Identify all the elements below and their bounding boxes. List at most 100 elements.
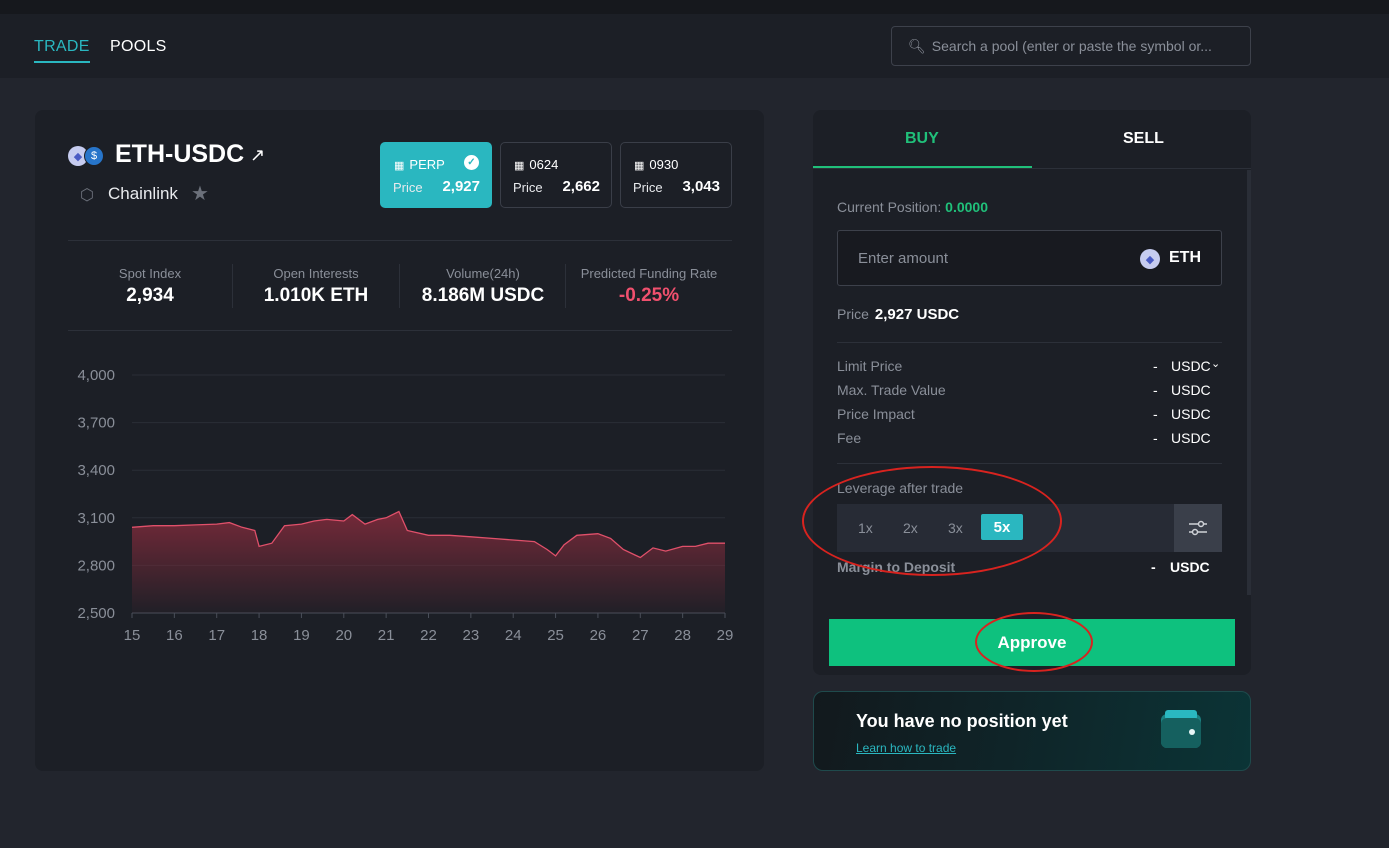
y-tick-label: 2,500 xyxy=(77,605,115,622)
eth-icon: ◆ xyxy=(68,146,88,166)
price-chart[interactable]: 2,500 2,800 3,100 3,400 3,700 4,000 15 16 17 18 19… xyxy=(35,355,745,665)
x-tick-label: 20 xyxy=(335,627,352,644)
stat-spot-index: Spot Index 2,934 xyxy=(67,266,233,307)
sliders-icon xyxy=(1189,520,1207,536)
stat-volume: Volume(24h) 8.186M USDC xyxy=(400,266,566,307)
stat-value: -0.25% xyxy=(618,285,680,306)
price-row: Price 2,927 USDC xyxy=(837,306,959,323)
stat-label: Volume(24h) xyxy=(446,266,520,281)
window-top-strip xyxy=(0,0,1389,14)
x-tick-label: 18 xyxy=(251,627,268,644)
contract-0930[interactable]: ▦ 0930 Price 3,043 xyxy=(620,142,732,208)
detail-price-impact: Price Impact - USDC xyxy=(837,406,1222,422)
x-tick-label: 16 xyxy=(166,627,183,644)
amount-input[interactable] xyxy=(838,231,1118,285)
price-label: Price xyxy=(837,306,869,322)
search-placeholder: Search a pool (enter or paste the symbol… xyxy=(931,38,1212,54)
limit-price-unit-select[interactable]: USDC xyxy=(1171,358,1211,374)
detail-label: Max. Trade Value xyxy=(837,382,946,398)
stat-label: Predicted Funding Rate xyxy=(580,266,718,281)
current-position: Current Position: 0.0000 xyxy=(837,199,988,215)
calendar-icon: ▦ xyxy=(514,160,525,172)
contract-price-label: Price xyxy=(393,180,423,195)
x-tick-label: 29 xyxy=(717,627,734,644)
amount-field: ◆ ETH xyxy=(837,230,1222,286)
x-tick-label: 25 xyxy=(547,627,564,644)
oracle-name: Chainlink xyxy=(108,184,178,203)
tabs-divider xyxy=(813,168,1251,169)
tab-sell[interactable]: SELL xyxy=(1123,130,1164,147)
learn-how-to-trade-link[interactable]: Learn how to trade xyxy=(856,741,957,755)
stat-separator xyxy=(399,264,400,308)
tab-buy-underline xyxy=(813,166,1032,168)
contract-name: 0930 xyxy=(649,157,679,172)
x-tick-label: 28 xyxy=(674,627,691,644)
divider xyxy=(837,342,1222,343)
calendar-icon: ▦ xyxy=(634,160,645,172)
stat-value: 1.010K ETH xyxy=(263,285,369,306)
x-tick-label: 17 xyxy=(208,627,225,644)
stat-separator xyxy=(232,264,233,308)
stat-value: 2,934 xyxy=(126,285,174,306)
contract-price: 2,662 xyxy=(562,178,600,195)
x-tick-label: 21 xyxy=(378,627,395,644)
no-position-title: You have no position yet xyxy=(856,711,1068,731)
detail-label: Limit Price xyxy=(837,358,903,374)
detail-limit-price: Limit Price - USDC ⌄ xyxy=(837,358,1222,374)
top-nav: TRADE POOLS 🔍︎ Search a pool (enter or p… xyxy=(0,14,1389,78)
price-area-fill xyxy=(132,511,725,613)
x-tick-label: 22 xyxy=(420,627,437,644)
contract-price: 3,043 xyxy=(682,178,720,195)
contract-price: 2,927 xyxy=(442,178,480,195)
stat-funding-rate: Predicted Funding Rate -0.25% xyxy=(566,266,732,307)
y-tick-label: 3,400 xyxy=(77,462,115,479)
detail-value: - xyxy=(1153,406,1158,422)
divider xyxy=(68,330,732,331)
price-value: 2,927 USDC xyxy=(874,306,960,323)
y-tick-label: 4,000 xyxy=(77,367,115,384)
y-tick-label: 3,700 xyxy=(77,415,115,432)
detail-value: - xyxy=(1153,358,1158,374)
margin-unit: USDC xyxy=(1170,559,1210,575)
scrollbar[interactable] xyxy=(1247,170,1251,595)
detail-label: Fee xyxy=(837,430,862,446)
tab-trade[interactable]: TRADE xyxy=(34,38,90,55)
external-link-icon[interactable]: ↗︎ xyxy=(250,145,266,165)
y-tick-label: 3,100 xyxy=(77,510,115,527)
margin-value: - xyxy=(1151,559,1156,575)
contract-0624[interactable]: ▦ 0624 Price 2,662 xyxy=(500,142,612,208)
stat-open-interests: Open Interests 1.010K ETH xyxy=(233,266,399,307)
detail-max-trade-value: Max. Trade Value - USDC xyxy=(837,382,1222,398)
divider xyxy=(68,240,732,241)
check-icon: ✓ xyxy=(464,155,479,170)
detail-fee: Fee - USDC xyxy=(837,430,1222,446)
detail-value: - xyxy=(1153,382,1158,398)
calendar-icon: ▦ xyxy=(394,160,405,172)
chevron-down-icon[interactable]: ⌄ xyxy=(1211,358,1221,370)
stat-separator xyxy=(565,264,566,308)
tab-pools[interactable]: POOLS xyxy=(110,38,167,55)
market-card: ◆ $ ETH-USDC ↗︎ ⬡ Chainlink ★ ▦ PERP ✓ Pr… xyxy=(35,110,764,771)
pool-search-input[interactable]: 🔍︎ Search a pool (enter or paste the sym… xyxy=(891,26,1251,66)
x-tick-label: 23 xyxy=(463,627,480,644)
detail-unit: USDC xyxy=(1171,406,1211,422)
eth-icon: ◆ xyxy=(1140,249,1160,269)
price-series-line xyxy=(131,510,725,559)
detail-unit: USDC xyxy=(1171,430,1211,446)
contract-name: 0624 xyxy=(529,157,559,172)
tab-buy[interactable]: BUY xyxy=(905,130,939,147)
annotation-circle-leverage xyxy=(802,466,1062,576)
chainlink-icon: ⬡ xyxy=(80,187,94,204)
detail-unit: USDC xyxy=(1171,382,1211,398)
stat-label: Open Interests xyxy=(273,266,359,281)
contract-name: PERP xyxy=(409,157,445,172)
y-tick-label: 2,800 xyxy=(77,557,115,574)
x-tick-label: 15 xyxy=(124,627,141,644)
favorite-star-icon[interactable]: ★ xyxy=(191,183,209,205)
leverage-adjust-button[interactable] xyxy=(1174,504,1222,552)
usdc-icon: $ xyxy=(84,146,104,166)
stat-value: 8.186M USDC xyxy=(421,285,545,306)
contract-perp[interactable]: ▦ PERP ✓ Price 2,927 xyxy=(380,142,492,208)
detail-value: - xyxy=(1153,430,1158,446)
x-tick-label: 19 xyxy=(293,627,310,644)
